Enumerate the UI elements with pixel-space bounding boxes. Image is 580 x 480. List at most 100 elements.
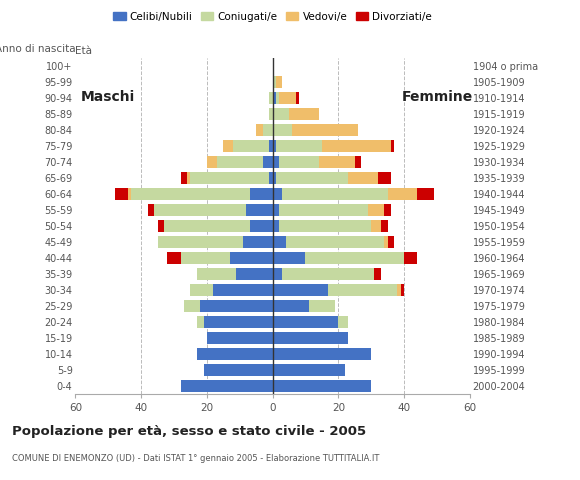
- Bar: [273, 364, 345, 375]
- Bar: [273, 172, 276, 184]
- Text: Popolazione per età, sesso e stato civile - 2005: Popolazione per età, sesso e stato civil…: [12, 425, 366, 438]
- Bar: [381, 220, 387, 232]
- Bar: [197, 348, 273, 360]
- Bar: [273, 204, 279, 216]
- Bar: [385, 204, 391, 216]
- Bar: [273, 348, 371, 360]
- Bar: [273, 188, 282, 200]
- Bar: [387, 236, 394, 248]
- Bar: [279, 204, 368, 216]
- Bar: [204, 316, 273, 328]
- Bar: [158, 236, 243, 248]
- Bar: [276, 92, 279, 104]
- Bar: [207, 156, 217, 168]
- Bar: [322, 140, 391, 152]
- Bar: [158, 220, 164, 232]
- Bar: [273, 300, 309, 312]
- Bar: [197, 316, 204, 328]
- Bar: [289, 108, 318, 120]
- Bar: [273, 252, 306, 264]
- Bar: [273, 268, 282, 279]
- Bar: [197, 268, 237, 279]
- Bar: [348, 172, 378, 184]
- Bar: [273, 92, 276, 104]
- Bar: [387, 188, 417, 200]
- Bar: [273, 316, 338, 328]
- Bar: [404, 252, 417, 264]
- Bar: [371, 220, 381, 232]
- Bar: [391, 140, 394, 152]
- Bar: [249, 220, 273, 232]
- Bar: [190, 284, 213, 296]
- Bar: [318, 156, 355, 168]
- Bar: [273, 108, 289, 120]
- Bar: [187, 172, 190, 184]
- Bar: [217, 156, 263, 168]
- Bar: [213, 284, 273, 296]
- Bar: [233, 140, 269, 152]
- Text: Maschi: Maschi: [81, 90, 135, 104]
- Bar: [385, 236, 387, 248]
- Bar: [286, 236, 385, 248]
- Bar: [273, 236, 286, 248]
- Bar: [309, 300, 335, 312]
- Bar: [296, 92, 299, 104]
- Bar: [230, 252, 273, 264]
- Bar: [168, 252, 180, 264]
- Bar: [115, 188, 128, 200]
- Bar: [375, 268, 381, 279]
- Bar: [328, 284, 397, 296]
- Text: Anno di nascita: Anno di nascita: [0, 44, 75, 54]
- Bar: [154, 204, 246, 216]
- Bar: [273, 380, 371, 392]
- Bar: [273, 332, 348, 344]
- Bar: [306, 252, 404, 264]
- Bar: [131, 188, 249, 200]
- Bar: [246, 204, 273, 216]
- Bar: [273, 220, 279, 232]
- Bar: [184, 300, 200, 312]
- Bar: [273, 124, 292, 136]
- Bar: [263, 156, 273, 168]
- Bar: [273, 140, 276, 152]
- Bar: [276, 140, 322, 152]
- Bar: [200, 300, 273, 312]
- Bar: [273, 284, 328, 296]
- Bar: [279, 92, 296, 104]
- Bar: [243, 236, 273, 248]
- Bar: [249, 188, 273, 200]
- Bar: [273, 76, 276, 88]
- Bar: [263, 124, 273, 136]
- Bar: [401, 284, 404, 296]
- Bar: [237, 268, 273, 279]
- Bar: [207, 332, 273, 344]
- Bar: [148, 204, 154, 216]
- Text: Femmine: Femmine: [401, 90, 473, 104]
- Bar: [164, 220, 249, 232]
- Bar: [368, 204, 385, 216]
- Bar: [397, 284, 401, 296]
- Bar: [279, 220, 371, 232]
- Bar: [338, 316, 348, 328]
- Bar: [269, 140, 273, 152]
- Bar: [269, 172, 273, 184]
- Text: COMUNE DI ENEMONZO (UD) - Dati ISTAT 1° gennaio 2005 - Elaborazione TUTTITALIA.I: COMUNE DI ENEMONZO (UD) - Dati ISTAT 1° …: [12, 454, 379, 463]
- Bar: [128, 188, 131, 200]
- Bar: [256, 124, 263, 136]
- Bar: [204, 364, 273, 375]
- Bar: [223, 140, 233, 152]
- Bar: [417, 188, 434, 200]
- Bar: [180, 380, 273, 392]
- Bar: [273, 156, 279, 168]
- Bar: [276, 172, 348, 184]
- Bar: [180, 172, 187, 184]
- Bar: [355, 156, 361, 168]
- Bar: [292, 124, 358, 136]
- Bar: [276, 76, 282, 88]
- Bar: [282, 188, 387, 200]
- Bar: [279, 156, 318, 168]
- Legend: Celibi/Nubili, Coniugati/e, Vedovi/e, Divorziati/e: Celibi/Nubili, Coniugati/e, Vedovi/e, Di…: [109, 8, 436, 26]
- Bar: [378, 172, 391, 184]
- Bar: [269, 108, 273, 120]
- Bar: [269, 92, 273, 104]
